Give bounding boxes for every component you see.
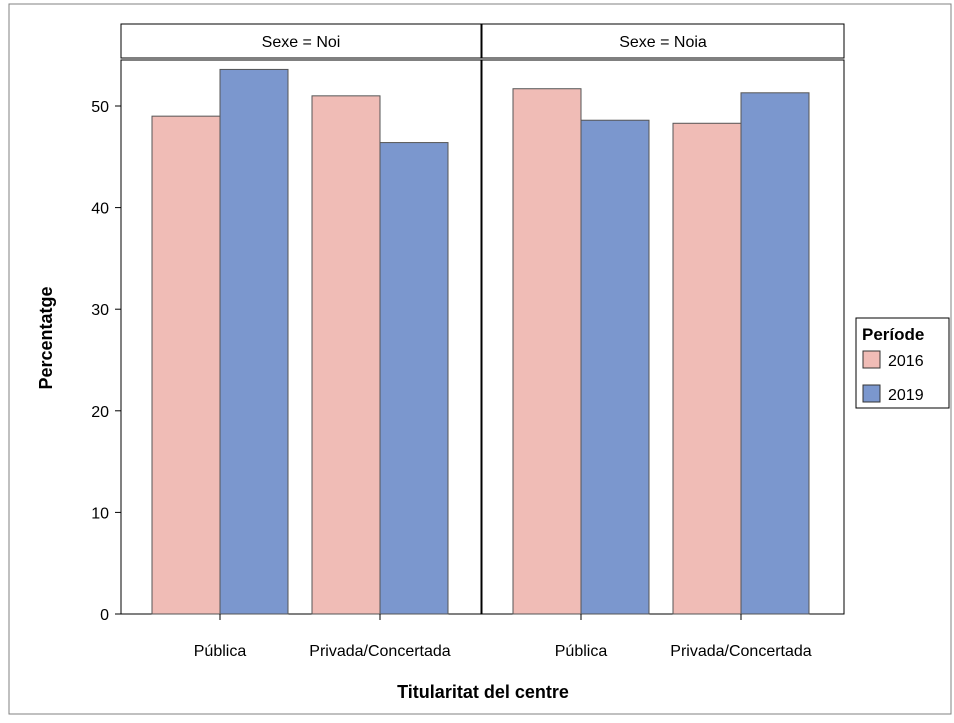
legend-label-2016: 2016 [888,353,924,370]
x-tick-label: Pública [194,643,247,660]
panel-strip [481,23,845,59]
y-tick-label: 0 [100,607,109,624]
bar-2016-1 [512,88,582,615]
bar-2019-2 [740,92,810,615]
x-tick-label: Privada/Concertada [309,643,451,660]
x-axis-title: Titularitat del centre [397,682,569,702]
bar-2016-2 [672,122,742,615]
figure-border [8,3,952,715]
legend: Període 2016 2019 [855,317,950,409]
bar-2019-1 [580,119,650,615]
panel-strip-label: Sexe = Noi [262,34,341,51]
panel-plot-area [481,59,845,615]
bar-2016-1 [151,115,221,615]
legend-swatch-2019 [862,384,881,403]
y-tick-label: 50 [91,99,109,116]
panel-1: Sexe = Noi Pública Privada/Concertada [120,23,482,660]
panel-strip [120,23,482,59]
x-tick-label: Pública [555,643,608,660]
y-axis-title: Percentatge [36,286,56,389]
legend-swatch-2016 [862,350,881,369]
panel-plot-area [120,59,482,615]
legend-title: Període [862,325,924,344]
bar-2016-2 [311,95,381,615]
x-tick-label: Privada/Concertada [670,643,812,660]
y-tick-label: 30 [91,302,109,319]
panel-2: Sexe = Noia Pública Privada/Concertada [481,23,845,660]
panel-strip-label: Sexe = Noia [619,34,707,51]
bar-2019-1 [219,68,289,615]
y-tick-label: 40 [91,201,109,218]
bar-2019-2 [379,142,449,615]
y-tick-label: 20 [91,404,109,421]
y-tick-label: 10 [91,505,109,522]
legend-label-2019: 2019 [888,387,924,404]
